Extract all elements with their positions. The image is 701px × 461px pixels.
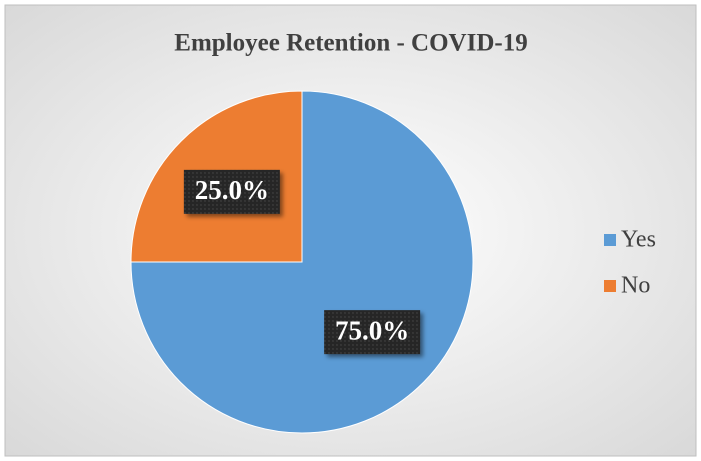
- data-label: 75.0%: [335, 315, 409, 345]
- chart-title: Employee Retention - COVID-19: [174, 30, 527, 57]
- legend-label: No: [621, 273, 650, 299]
- data-label-box: [183, 169, 280, 214]
- data-label-box: [324, 310, 421, 355]
- legend-swatch: [604, 280, 616, 292]
- data-label: 25.0%: [195, 175, 269, 205]
- legend-label: Yes: [621, 227, 656, 253]
- legend-swatch: [604, 234, 616, 246]
